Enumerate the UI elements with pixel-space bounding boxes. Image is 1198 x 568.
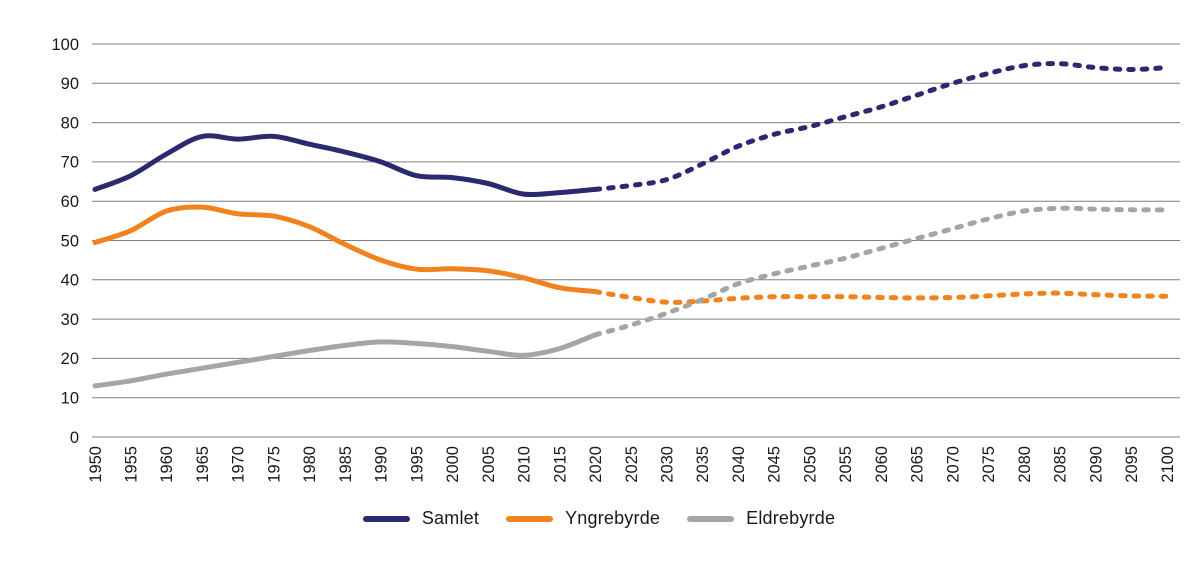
eldrebyrde-line-projection xyxy=(592,205,1170,338)
x-axis-tick-label: 1975 xyxy=(265,446,283,483)
legend-label-yngrebyrde: Yngrebyrde xyxy=(565,508,661,528)
x-axis-tick-label: 2015 xyxy=(551,446,569,483)
x-axis-tick-label: 2090 xyxy=(1087,446,1105,483)
y-axis-tick-label: 0 xyxy=(70,429,79,447)
x-axis-tick-label: 2100 xyxy=(1159,446,1177,483)
chart-legend: Samlet Yngrebyrde Eldrebyrde xyxy=(0,508,1198,529)
x-axis-tick-label: 2025 xyxy=(623,446,641,483)
x-axis-tick-label: 2085 xyxy=(1052,446,1070,483)
legend-item-eldrebyrde: Eldrebyrde xyxy=(687,508,835,529)
x-axis-tick-label: 2040 xyxy=(730,446,748,483)
legend-item-yngrebyrde: Yngrebyrde xyxy=(506,508,660,529)
x-axis-tick-label: 2010 xyxy=(516,446,534,483)
x-axis-tick-label: 2045 xyxy=(766,446,784,483)
samlet-line-projection xyxy=(592,61,1170,192)
y-axis-tick-label: 60 xyxy=(61,193,79,211)
x-axis-tick-label: 2075 xyxy=(980,446,998,483)
x-axis-tick-label: 2030 xyxy=(659,446,677,483)
yngrebyrde-line-projection xyxy=(592,289,1170,305)
x-axis-tick-label: 2000 xyxy=(444,446,462,483)
legend-item-samlet: Samlet xyxy=(362,508,480,529)
y-axis-tick-label: 30 xyxy=(61,311,79,329)
legend-label-eldrebyrde: Eldrebyrde xyxy=(746,508,836,528)
x-axis-tick-label: 1965 xyxy=(194,446,212,483)
y-axis-tick-label: 50 xyxy=(61,232,79,250)
x-axis-tick-label: 2020 xyxy=(587,446,605,483)
y-axis-tick-label: 10 xyxy=(61,389,79,407)
x-axis-tick-label: 2065 xyxy=(909,446,927,483)
x-axis-tick-label: 1985 xyxy=(337,446,355,483)
x-axis-tick-label: 2050 xyxy=(801,446,819,483)
x-axis-tick-label: 1960 xyxy=(158,446,176,483)
x-axis-tick-label: 2035 xyxy=(694,446,712,483)
x-axis-tick-label: 2070 xyxy=(944,446,962,483)
y-axis-tick-label: 80 xyxy=(61,114,79,132)
x-axis-tick-label: 1955 xyxy=(123,446,141,483)
x-axis-tick-label: 2095 xyxy=(1123,446,1141,483)
y-axis-tick-label: 40 xyxy=(61,272,79,290)
x-axis-tick-label: 2080 xyxy=(1016,446,1034,483)
x-axis-tick-label: 1970 xyxy=(230,446,248,483)
y-axis-tick-label: 20 xyxy=(61,350,79,368)
x-axis-tick-label: 2005 xyxy=(480,446,498,483)
eldrebyrde-line-historical xyxy=(92,332,598,389)
legend-label-samlet: Samlet xyxy=(421,508,480,528)
samlet-line-swatch-icon xyxy=(362,515,410,522)
x-axis-tick-label: 1980 xyxy=(301,446,319,483)
y-axis-tick-label: 70 xyxy=(61,154,79,172)
samlet-line-historical xyxy=(92,133,598,198)
yngrebyrde-line-historical xyxy=(92,204,598,295)
eldrebyrde-line-swatch-icon xyxy=(687,515,735,522)
x-axis-tick-label: 1995 xyxy=(408,446,426,483)
x-axis-tick-label: 1990 xyxy=(373,446,391,483)
y-axis-tick-label: 90 xyxy=(61,75,79,93)
y-axis-tick-label: 100 xyxy=(51,36,79,54)
x-axis-tick-label: 1950 xyxy=(87,446,105,483)
yngrebyrde-line-swatch-icon xyxy=(506,515,554,522)
x-axis-tick-label: 2060 xyxy=(873,446,891,483)
x-axis-tick-label: 2055 xyxy=(837,446,855,483)
